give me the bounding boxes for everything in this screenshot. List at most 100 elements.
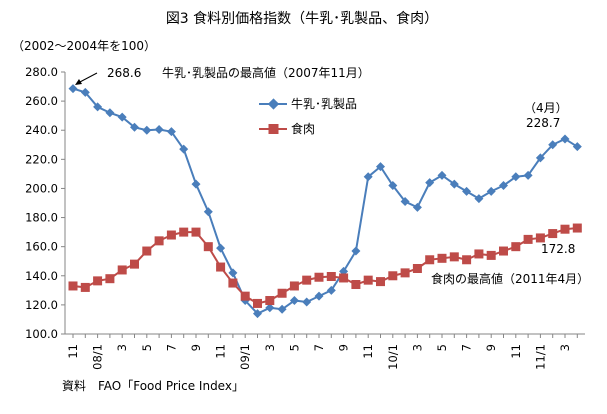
annotations: 268.6 牛乳･乳製品の最高値（2007年11月） （4月） 228.7 17… — [75, 65, 589, 286]
data-point — [449, 179, 459, 189]
x-tick-label: 9 — [189, 344, 203, 351]
data-point — [474, 194, 484, 204]
data-point — [388, 271, 398, 281]
data-point — [486, 250, 496, 260]
data-point — [166, 127, 176, 137]
data-point — [560, 224, 570, 234]
x-tick-label: 10/1 — [386, 344, 400, 370]
data-point — [326, 272, 336, 282]
y-tick-label: 240.0 — [25, 123, 58, 137]
data-point — [486, 186, 496, 196]
data-point — [105, 274, 115, 284]
data-point — [572, 223, 582, 233]
data-point — [130, 122, 139, 132]
data-point — [535, 153, 545, 163]
data-point — [351, 246, 361, 256]
data-point — [191, 179, 201, 189]
x-tick-label: 9 — [484, 344, 498, 351]
unit-label: （2002～2004年を100） — [12, 39, 156, 53]
x-tick-label: 08/1 — [91, 344, 105, 370]
y-tick-label: 120.0 — [25, 298, 58, 312]
data-point — [216, 243, 226, 253]
data-point — [203, 207, 213, 217]
x-tick-label: 11 — [214, 344, 228, 359]
data-point — [130, 259, 139, 269]
data-point — [68, 281, 78, 291]
data-point — [93, 276, 103, 286]
y-tick-label: 160.0 — [25, 240, 58, 254]
data-point — [499, 246, 508, 256]
data-point — [462, 186, 472, 196]
legend-dairy-label: 牛乳･乳製品 — [291, 96, 357, 111]
data-point — [412, 264, 422, 273]
data-point — [302, 297, 312, 307]
data-point — [523, 170, 533, 180]
series-dairy — [68, 84, 582, 319]
data-point — [80, 282, 90, 292]
data-point — [376, 162, 385, 172]
y-tick-label: 100.0 — [25, 327, 58, 341]
dairy-peak-arrow-head — [75, 79, 82, 85]
data-point — [363, 275, 373, 285]
data-point — [388, 181, 398, 191]
data-point — [265, 296, 275, 306]
x-tick-label: 3 — [263, 344, 277, 351]
legend-meat-label: 食肉 — [291, 121, 315, 136]
y-tick-label: 180.0 — [25, 211, 58, 225]
series-layer — [68, 84, 582, 319]
data-point — [93, 102, 103, 112]
x-tick-label: 3 — [558, 344, 572, 351]
data-point — [203, 242, 213, 252]
x-tick-label: 11/1 — [533, 344, 547, 370]
dairy-last-value: 228.7 — [526, 116, 560, 130]
data-point — [105, 108, 115, 118]
data-point — [80, 87, 90, 97]
data-point — [400, 268, 410, 278]
source-note: 資料 FAO「Food Price Index」 — [62, 379, 244, 393]
data-point — [548, 229, 558, 239]
x-tick-label: 11 — [361, 344, 375, 359]
y-tick-label: 260.0 — [25, 94, 58, 108]
data-point — [191, 227, 201, 237]
x-tick-label: 7 — [312, 344, 326, 351]
data-point — [523, 234, 533, 244]
data-point — [511, 242, 521, 252]
data-point — [462, 255, 472, 265]
legend: 牛乳･乳製品 食肉 — [259, 96, 357, 136]
data-point — [154, 124, 164, 134]
data-point — [228, 268, 238, 278]
x-tick-label: 5 — [140, 344, 154, 351]
meat-peak-label: 食肉の最高値（2011年4月） — [431, 271, 589, 286]
data-point — [425, 255, 435, 265]
data-point — [449, 252, 459, 262]
y-tick-label: 200.0 — [25, 181, 58, 195]
x-tick-label: 5 — [435, 344, 449, 351]
data-point — [179, 227, 189, 237]
dairy-last-month: （4月） — [524, 101, 568, 115]
data-point — [314, 291, 324, 301]
dairy-peak-label: 牛乳･乳製品の最高値（2007年11月） — [162, 65, 370, 80]
data-point — [240, 291, 250, 301]
data-point — [474, 249, 484, 259]
y-tick-label: 280.0 — [25, 65, 58, 79]
data-point — [437, 170, 447, 180]
x-tick-label: 3 — [410, 344, 424, 351]
y-tick-label: 140.0 — [25, 269, 58, 283]
data-point — [548, 140, 558, 150]
data-point — [326, 285, 336, 295]
dairy-peak-value: 268.6 — [107, 66, 141, 80]
legend-meat-marker — [268, 124, 279, 134]
data-point — [253, 309, 262, 319]
data-point — [351, 280, 361, 290]
axes: 100.0 120.0 140.0 160.0 180.0 200.0 220.0 240.0… — [25, 65, 585, 370]
series-line — [72, 227, 578, 305]
x-tick-label: 3 — [115, 344, 129, 351]
data-point — [117, 265, 127, 275]
data-point — [216, 262, 226, 272]
data-point — [289, 296, 299, 306]
data-point — [437, 253, 447, 263]
meat-last-value: 172.8 — [541, 242, 575, 256]
data-point — [179, 144, 189, 154]
data-point — [363, 172, 373, 182]
